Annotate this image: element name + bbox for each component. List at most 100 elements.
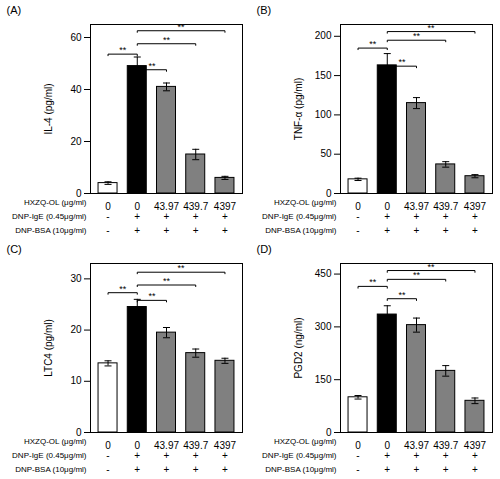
svg-text:+: + [193,225,199,236]
svg-text:TNF-α (pg/ml): TNF-α (pg/ml) [293,78,304,140]
svg-text:+: + [414,450,420,461]
svg-text:DNP-BSA (10μg/ml): DNP-BSA (10μg/ml) [265,226,337,235]
svg-text:**: ** [369,39,377,49]
svg-text:(D): (D) [257,243,272,255]
html-text:43.97 439.7 4397: 43.97 439.7 4397 [154,200,237,212]
svg-text:+: + [443,464,449,475]
svg-text:20: 20 [70,136,82,147]
svg-text:10: 10 [70,375,82,386]
svg-text:+: + [443,211,449,222]
svg-text:+: + [193,464,199,475]
svg-text:+: + [384,225,390,236]
svg-text:HXZQ-OL (μg/ml): HXZQ-OL (μg/ml) [274,198,337,207]
svg-text:0: 0 [326,188,332,199]
svg-text:-: - [356,450,359,461]
svg-text:-: - [106,450,109,461]
svg-text:**: ** [163,276,171,286]
svg-text:+: + [134,225,140,236]
svg-text:**: ** [413,270,421,280]
svg-text:**: ** [398,290,406,300]
svg-text:HXZQ-OL (μg/ml): HXZQ-OL (μg/ml) [24,198,87,207]
html-text:43.97 439.7 4397: 43.97 439.7 4397 [154,439,237,451]
svg-text:+: + [472,225,478,236]
svg-text:0: 0 [76,427,82,438]
svg-text:+: + [164,464,170,475]
svg-text:+: + [472,450,478,461]
svg-text:**: ** [178,22,186,32]
html-text:43.97 439.7 4397: 43.97 439.7 4397 [404,439,487,451]
svg-text:**: ** [148,291,156,301]
svg-text:-: - [356,225,359,236]
svg-text:+: + [134,464,140,475]
svg-text:+: + [164,211,170,222]
svg-text:(A): (A) [7,4,22,16]
svg-text:300: 300 [315,321,332,332]
svg-text:**: ** [369,277,377,287]
svg-text:+: + [384,450,390,461]
svg-text:IL-4 (pg/ml): IL-4 (pg/ml) [43,83,54,134]
svg-text:+: + [384,464,390,475]
svg-text:**: ** [398,57,406,67]
svg-text:+: + [193,450,199,461]
svg-text:+: + [414,211,420,222]
svg-text:200: 200 [315,30,332,41]
svg-text:(B): (B) [257,4,272,16]
svg-text:DNP-IgE (0.45μg/ml): DNP-IgE (0.45μg/ml) [12,212,87,221]
svg-text:**: ** [178,263,186,273]
svg-text:**: ** [413,31,421,41]
svg-text:PGD2 (ng/ml): PGD2 (ng/ml) [293,317,304,378]
svg-text:0: 0 [105,200,111,212]
svg-text:-: - [106,211,109,222]
svg-text:+: + [414,225,420,236]
svg-text:DNP-IgE (0.45μg/ml): DNP-IgE (0.45μg/ml) [262,451,337,460]
svg-text:DNP-BSA (10μg/ml): DNP-BSA (10μg/ml) [15,465,87,474]
svg-text:+: + [193,211,199,222]
svg-text:LTC4 (pg/ml): LTC4 (pg/ml) [43,319,54,377]
svg-text:30: 30 [70,273,82,284]
svg-text:HXZQ-OL (μg/ml): HXZQ-OL (μg/ml) [24,437,87,446]
svg-text:+: + [472,211,478,222]
svg-text:0: 0 [384,200,391,212]
svg-text:0: 0 [134,200,141,212]
svg-text:0: 0 [76,188,82,199]
svg-text:+: + [134,211,140,222]
svg-text:DNP-BSA (10μg/ml): DNP-BSA (10μg/ml) [265,465,337,474]
svg-text:+: + [222,464,228,475]
svg-text:+: + [472,464,478,475]
svg-text:+: + [414,464,420,475]
svg-text:-: - [106,225,109,236]
svg-text:20: 20 [70,324,82,335]
svg-text:+: + [443,225,449,236]
svg-text:(C): (C) [7,243,22,255]
svg-text:-: - [106,464,109,475]
svg-text:+: + [222,211,228,222]
svg-text:0: 0 [326,427,332,438]
svg-text:+: + [164,225,170,236]
svg-text:DNP-IgE (0.45μg/ml): DNP-IgE (0.45μg/ml) [262,212,337,221]
svg-text:150: 150 [315,70,332,81]
svg-text:**: ** [119,45,127,55]
svg-text:40: 40 [70,84,82,95]
svg-text:**: ** [148,61,156,71]
svg-text:+: + [164,450,170,461]
svg-text:**: ** [119,284,127,294]
svg-text:-: - [356,464,359,475]
svg-text:100: 100 [315,109,332,120]
svg-text:0: 0 [384,439,391,451]
svg-text:+: + [222,450,228,461]
svg-text:HXZQ-OL (μg/ml): HXZQ-OL (μg/ml) [274,437,337,446]
svg-text:DNP-IgE (0.45μg/ml): DNP-IgE (0.45μg/ml) [12,451,87,460]
svg-text:450: 450 [315,268,332,279]
svg-text:50: 50 [320,148,332,159]
svg-text:+: + [134,450,140,461]
svg-text:+: + [222,225,228,236]
svg-text:0: 0 [134,439,141,451]
svg-text:+: + [443,450,449,461]
svg-text:**: ** [163,35,171,45]
svg-text:150: 150 [315,374,332,385]
svg-text:-: - [356,211,359,222]
svg-text:DNP-BSA (10μg/ml): DNP-BSA (10μg/ml) [15,226,87,235]
svg-text:+: + [384,211,390,222]
svg-text:60: 60 [70,32,82,43]
html-text:43.97 439.7 4397: 43.97 439.7 4397 [404,200,487,212]
